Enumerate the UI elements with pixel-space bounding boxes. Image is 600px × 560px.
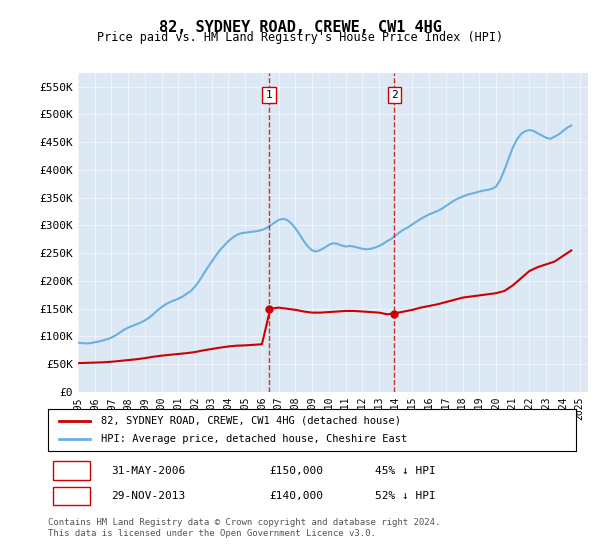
Text: Price paid vs. HM Land Registry's House Price Index (HPI): Price paid vs. HM Land Registry's House … xyxy=(97,31,503,44)
Text: 45% ↓ HPI: 45% ↓ HPI xyxy=(376,465,436,475)
Text: HPI: Average price, detached house, Cheshire East: HPI: Average price, detached house, Ches… xyxy=(101,434,407,444)
Text: 1: 1 xyxy=(266,90,272,100)
FancyBboxPatch shape xyxy=(53,461,90,479)
Text: 2: 2 xyxy=(68,491,75,501)
Text: This data is licensed under the Open Government Licence v3.0.: This data is licensed under the Open Gov… xyxy=(48,529,376,538)
FancyBboxPatch shape xyxy=(262,87,275,103)
Text: 2: 2 xyxy=(391,90,398,100)
Text: 82, SYDNEY ROAD, CREWE, CW1 4HG: 82, SYDNEY ROAD, CREWE, CW1 4HG xyxy=(158,20,442,35)
Text: 82, SYDNEY ROAD, CREWE, CW1 4HG (detached house): 82, SYDNEY ROAD, CREWE, CW1 4HG (detache… xyxy=(101,416,401,426)
Text: 1: 1 xyxy=(68,465,75,475)
Text: £140,000: £140,000 xyxy=(270,491,324,501)
Text: Contains HM Land Registry data © Crown copyright and database right 2024.: Contains HM Land Registry data © Crown c… xyxy=(48,518,440,527)
Text: 29-NOV-2013: 29-NOV-2013 xyxy=(112,491,185,501)
Text: 31-MAY-2006: 31-MAY-2006 xyxy=(112,465,185,475)
Text: £150,000: £150,000 xyxy=(270,465,324,475)
FancyBboxPatch shape xyxy=(388,87,401,103)
FancyBboxPatch shape xyxy=(53,487,90,505)
Text: 52% ↓ HPI: 52% ↓ HPI xyxy=(376,491,436,501)
